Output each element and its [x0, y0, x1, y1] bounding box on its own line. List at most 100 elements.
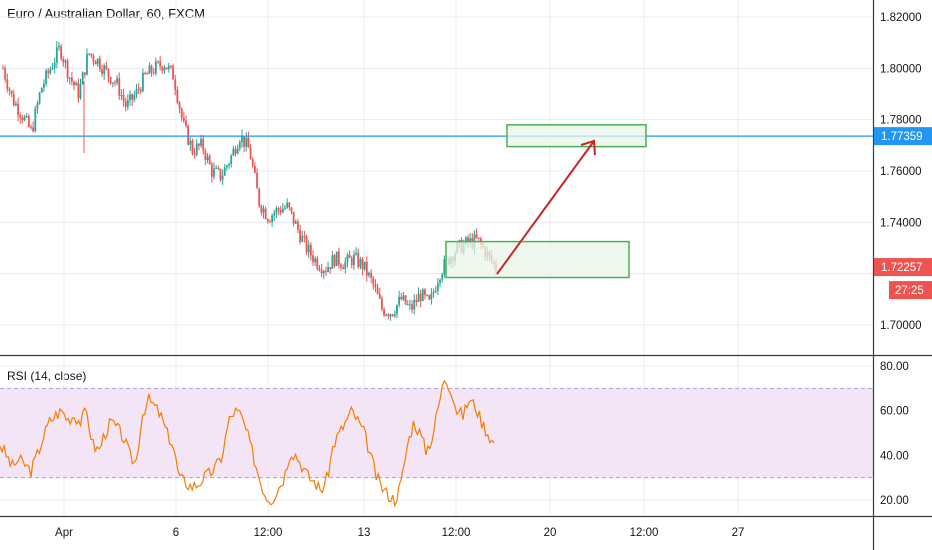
candle-body [223, 167, 226, 176]
candle-body [426, 294, 429, 296]
candle-body [344, 261, 347, 270]
candle-body [424, 289, 426, 295]
candle-body [281, 208, 284, 213]
candle-body [275, 208, 278, 214]
candle-body [260, 206, 263, 213]
candle-body [4, 68, 7, 80]
candle-body [131, 94, 134, 100]
candle-body [10, 90, 13, 94]
x-tick-label: 27 [732, 527, 745, 539]
candle-body [393, 314, 396, 316]
candle-body [413, 300, 416, 310]
candle-body [256, 172, 258, 189]
candle-body [415, 300, 418, 302]
candle-body [340, 264, 342, 268]
candle-body [434, 290, 437, 293]
candle-body [43, 83, 45, 88]
candle-body [355, 252, 357, 255]
candle-body [75, 82, 78, 86]
rsi-y-tick-label: 20.00 [880, 495, 909, 507]
candle-body [368, 272, 370, 276]
candle-body [23, 116, 26, 121]
candle-body [150, 65, 153, 73]
candle-body [225, 165, 228, 168]
candle-body [133, 95, 136, 100]
candle-body [234, 148, 237, 154]
candle-body [327, 267, 329, 272]
candle-body [60, 45, 63, 59]
candle-body [232, 148, 235, 156]
candle-body [77, 82, 80, 99]
candle-body [333, 255, 336, 267]
candle-body [309, 244, 312, 256]
candle-body [329, 267, 332, 269]
candle-body [374, 284, 377, 288]
last-price-badge-text: 1.72257 [881, 262, 923, 274]
candle-body [385, 314, 388, 316]
candle-body [124, 100, 127, 107]
candle-body [170, 65, 172, 67]
candle-body [213, 168, 215, 177]
candle-body [210, 164, 213, 177]
candle-body [126, 100, 129, 107]
candle-body [443, 259, 446, 275]
candle-body [167, 65, 170, 70]
x-tick-label: Apr [55, 527, 73, 539]
candle-body [118, 78, 121, 96]
x-tick-label: 20 [544, 527, 557, 539]
candle-body [185, 120, 187, 126]
candle-body [361, 259, 364, 270]
x-tick-label: 12:00 [630, 527, 659, 539]
candle-body [49, 69, 52, 74]
candle-body [301, 235, 304, 242]
candle-body [148, 65, 151, 74]
candle-body [307, 244, 310, 253]
candle-body [475, 234, 478, 238]
candle-body [396, 304, 398, 315]
candle-body [436, 283, 439, 291]
candle-body [19, 115, 22, 118]
candle-body [114, 82, 116, 84]
candle-body [262, 208, 265, 213]
candle-body [109, 76, 112, 84]
candle-body [299, 229, 301, 242]
candle-body [96, 58, 99, 65]
labels: 1.77359 1.72257 27:25 [874, 127, 932, 300]
candle-body [335, 251, 338, 267]
candle-body [266, 218, 269, 222]
candle-body [30, 126, 32, 128]
candle-body [165, 67, 168, 70]
candle-body [73, 81, 75, 86]
y-tick-label: 1.70000 [880, 320, 922, 332]
candle-body [116, 78, 119, 83]
candle-body [269, 221, 271, 223]
x-tick-label: 6 [173, 527, 179, 539]
candle-body [159, 61, 162, 67]
candle-body [430, 293, 433, 300]
candle-body [66, 60, 69, 79]
trend-arrow-head [580, 139, 596, 156]
candle-body [202, 138, 205, 151]
candles [2, 41, 497, 321]
candle-body [58, 45, 60, 48]
candle-body [103, 65, 106, 74]
candle-body [290, 207, 293, 212]
candle-body [98, 58, 101, 70]
candle-body [79, 84, 82, 99]
candle-body [359, 259, 362, 267]
candle-body [107, 68, 110, 77]
candle-body [120, 95, 123, 97]
candle-body [146, 73, 149, 75]
last-price-badge [874, 258, 932, 277]
candle-body [258, 188, 261, 207]
rsi-series-line [0, 379, 495, 508]
candle-body [419, 293, 422, 301]
candle-body [195, 143, 198, 155]
candle-body [189, 140, 192, 145]
candle-body [83, 72, 86, 75]
candle-body [178, 102, 181, 109]
candle-body [129, 94, 131, 101]
candle-body [271, 215, 274, 222]
candle-body [477, 237, 480, 239]
